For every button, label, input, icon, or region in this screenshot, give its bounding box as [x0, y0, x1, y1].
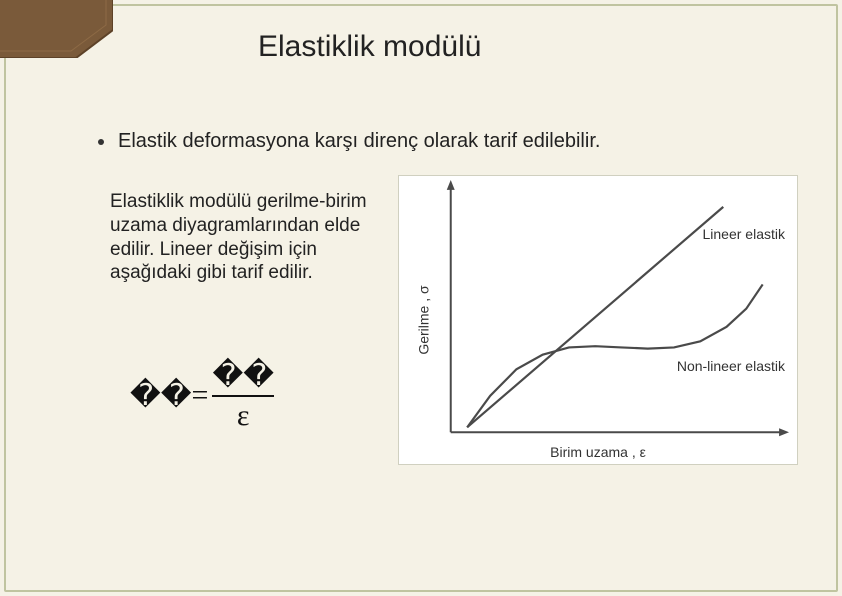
formula-numerator: ��: [212, 358, 274, 393]
fraction-line: [212, 395, 274, 397]
bullet-dot-icon: [98, 139, 104, 145]
y-axis-label: Gerilme , σ: [416, 285, 432, 354]
paragraph-text: Elastiklik modülü gerilme-birim uzama di…: [110, 190, 382, 285]
formula-denominator: ε: [237, 399, 250, 433]
bullet-item: Elastik deformasyona karşı direnç olarak…: [98, 130, 600, 153]
chart-canvas: [399, 176, 797, 464]
formula-eq: =: [192, 379, 209, 412]
curve-label-linear: Lineer elastik: [703, 226, 786, 242]
formula-lhs: ��: [130, 379, 192, 412]
bullet-text: Elastik deformasyona karşı direnç olarak…: [118, 130, 600, 153]
slide-title: Elastiklik modülü: [258, 30, 481, 64]
stress-strain-chart: Gerilme , σ Birim uzama , ε Lineer elast…: [398, 175, 798, 465]
formula: ��= �� ε: [130, 358, 274, 433]
curve-label-nonlinear: Non-lineer elastik: [677, 358, 785, 374]
corner-tab-decoration: [0, 0, 113, 58]
x-axis-label: Birim uzama , ε: [550, 444, 646, 460]
